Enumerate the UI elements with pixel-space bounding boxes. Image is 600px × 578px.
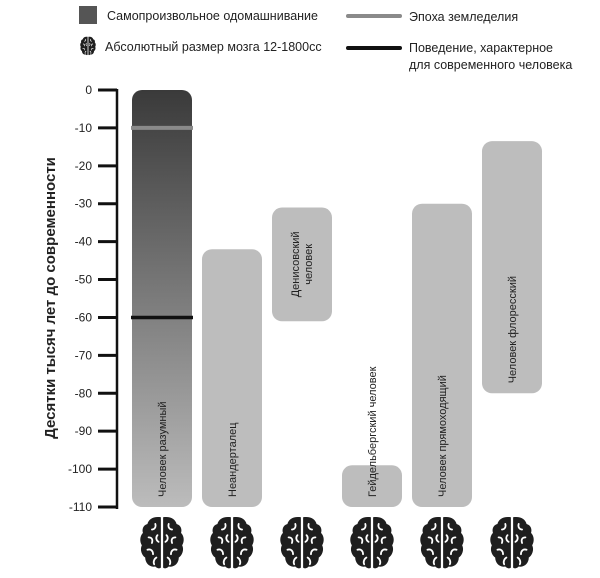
bar bbox=[482, 141, 542, 394]
bar-label: Денисовский bbox=[290, 231, 302, 297]
y-tick-label: -70 bbox=[75, 348, 93, 362]
legend-domestication-swatch bbox=[79, 6, 97, 24]
bar-group: Человек разумный bbox=[131, 90, 193, 570]
y-tick-label: -50 bbox=[75, 273, 93, 287]
bar-group: Неандерталец bbox=[202, 249, 262, 570]
bar bbox=[412, 203, 472, 507]
y-tick-label: -30 bbox=[75, 197, 93, 211]
bar-label: Человек разумный bbox=[157, 401, 169, 497]
brain-icon bbox=[489, 516, 535, 570]
y-axis-ticks: 0 -10 -20 -30 -40 -50 -60 -70 -80 -90 -100 -110 bbox=[68, 83, 117, 514]
brain-icon bbox=[279, 516, 325, 570]
bar bbox=[342, 465, 402, 507]
bar bbox=[272, 207, 332, 322]
legend-domestication-label: Самопроизвольное одомашнивание bbox=[107, 9, 318, 23]
brain-icon bbox=[139, 516, 185, 570]
bars: Человек разумный Неандерталец Денисовский ч… bbox=[131, 90, 542, 570]
bar-group: Человек прямоходящий bbox=[412, 203, 472, 570]
bar-group: Человек флоресский bbox=[482, 141, 542, 570]
legend-behavior-label-1: Поведение, характерное bbox=[409, 41, 553, 55]
bar-group: Гейдельбергский человек bbox=[342, 366, 402, 570]
bar-label: Человек флоресский bbox=[507, 276, 519, 383]
brain-icon bbox=[419, 516, 465, 570]
legend-brain-icon bbox=[79, 36, 97, 56]
brain-icon bbox=[349, 516, 395, 570]
y-tick-label: -80 bbox=[75, 386, 93, 400]
y-tick-label: -60 bbox=[75, 310, 93, 324]
legend-behavior-label-2: для современного человека bbox=[409, 58, 572, 72]
bar bbox=[132, 90, 192, 507]
legend-brain-label: Абсолютный размер мозга 12-1800cc bbox=[105, 40, 322, 54]
y-tick-label: -110 bbox=[69, 500, 92, 514]
y-tick-label: 0 bbox=[85, 83, 92, 97]
bar bbox=[202, 249, 262, 507]
bar-group: Денисовский человек bbox=[272, 207, 332, 570]
brain-icon bbox=[209, 516, 255, 570]
y-tick-label: -10 bbox=[75, 121, 93, 135]
bar-label: человек bbox=[303, 244, 315, 285]
legend: Самопроизвольное одомашнивание Абсолютны… bbox=[79, 6, 572, 72]
bar-label: Неандерталец bbox=[227, 422, 239, 497]
y-axis-label: Десятки тысяч лет до современности bbox=[42, 157, 59, 439]
bar-label: Гейдельбергский человек bbox=[367, 366, 379, 497]
y-tick-label: -90 bbox=[75, 424, 93, 438]
legend-agriculture-label: Эпоха земледелия bbox=[409, 10, 518, 24]
y-tick-label: -40 bbox=[75, 235, 93, 249]
y-tick-label: -100 bbox=[68, 462, 92, 476]
bar-label: Человек прямоходящий bbox=[437, 375, 449, 497]
y-tick-label: -20 bbox=[75, 159, 93, 173]
